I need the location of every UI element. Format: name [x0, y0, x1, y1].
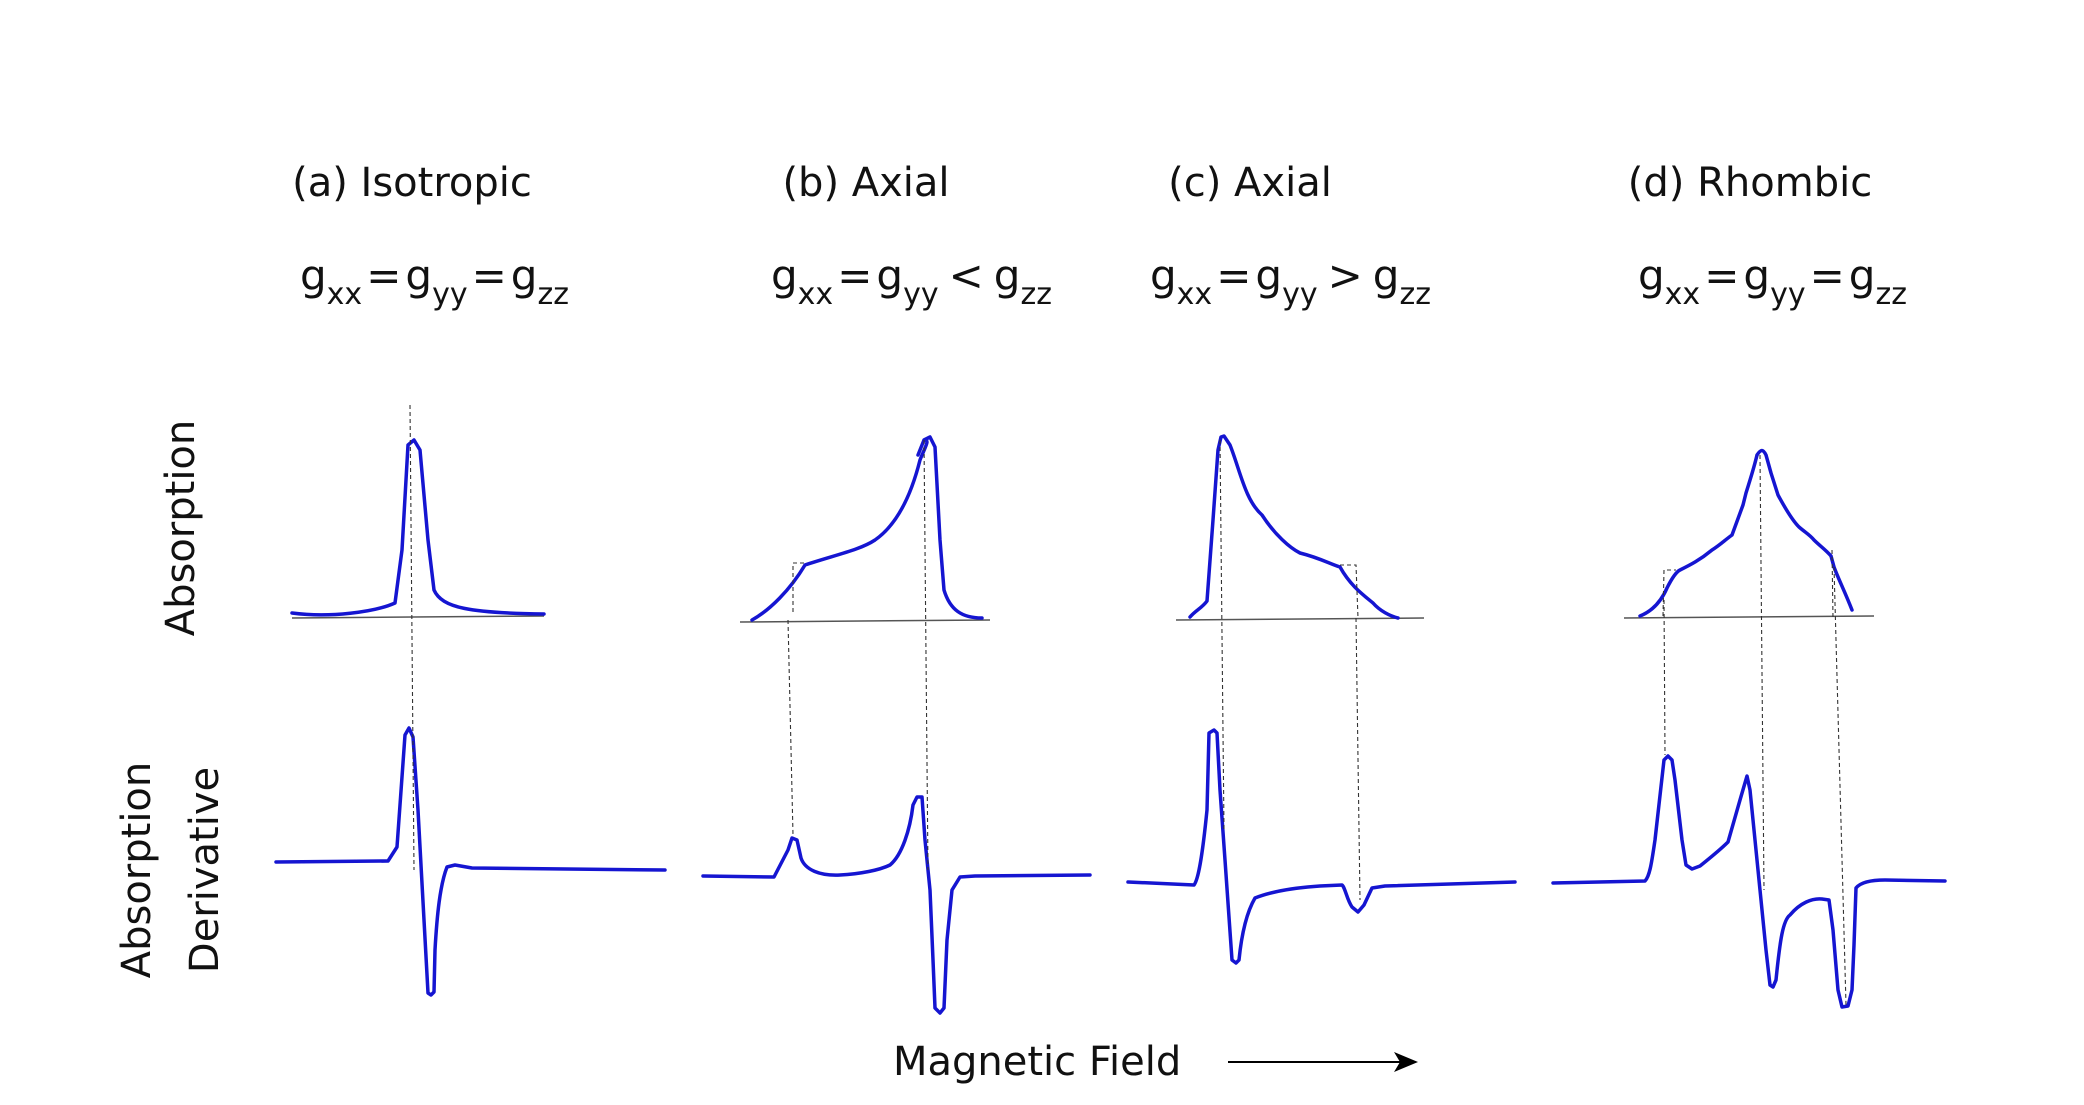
panel-c-formula: gxx=gyy > gzz — [1150, 251, 1431, 312]
panel-a-absorption-curve — [290, 438, 546, 617]
panel-d-title: (d) Rhombic — [1628, 160, 1872, 206]
panel-d-graphs — [1551, 448, 1947, 1009]
panel-d-derivative-curve — [1551, 754, 1947, 1009]
panel-c-guide-right — [1355, 617, 1361, 901]
panel-d-absorption-curve — [1638, 448, 1854, 618]
panel-d-absorption-shoulder — [1662, 569, 1676, 617]
panel-b-derivative-curve — [701, 795, 1092, 1015]
panel-d-guide-right — [1833, 566, 1847, 1006]
panel-b-guide-right — [923, 439, 929, 871]
row-label-derivative-line1: Absorption — [114, 762, 160, 979]
panel-c-absorption-baseline — [1175, 617, 1425, 621]
panel-b-guide-left — [787, 619, 794, 836]
panel-c-absorption-curve — [1188, 434, 1400, 620]
panel-d-guide-left — [1663, 599, 1666, 756]
panel-c-graphs — [1126, 434, 1517, 965]
panel-a-derivative-curve — [274, 726, 667, 997]
panel-b-absorption-shoulder — [792, 562, 805, 612]
panel-d-absorption-baseline — [1623, 615, 1875, 619]
panel-d-shoulder-right — [1831, 549, 1834, 619]
panel-b-absorption-curve — [750, 435, 984, 622]
panel-d-formula: gxx=gyy=gzz — [1638, 251, 1907, 312]
magnetic-field-label: Magnetic Field — [893, 1039, 1181, 1085]
panel-c-derivative-curve — [1126, 728, 1517, 965]
panel-c-title: (c) Axial — [1168, 160, 1332, 206]
panel-a-guide-line — [409, 404, 415, 871]
panel-b-title: (b) Axial — [782, 160, 949, 206]
row-label-absorption: Absorption — [158, 420, 204, 637]
row-label-derivative-line2: Derivative — [182, 767, 228, 973]
panel-b-graphs — [701, 435, 1092, 1015]
panel-b-formula: gxx=gyy < gzz — [771, 251, 1052, 312]
panel-b-absorption-baseline — [739, 619, 991, 623]
panel-a-title: (a) Isotropic — [292, 160, 532, 206]
panel-c-guide-left — [1219, 439, 1225, 831]
panel-c-absorption-shoulder — [1340, 564, 1359, 619]
panel-a-formula: gxx=gyy=gzz — [300, 251, 569, 312]
panel-d-guide-middle — [1759, 454, 1765, 891]
panel-a-absorption-baseline — [291, 615, 545, 619]
panel-a-graphs — [274, 404, 667, 997]
